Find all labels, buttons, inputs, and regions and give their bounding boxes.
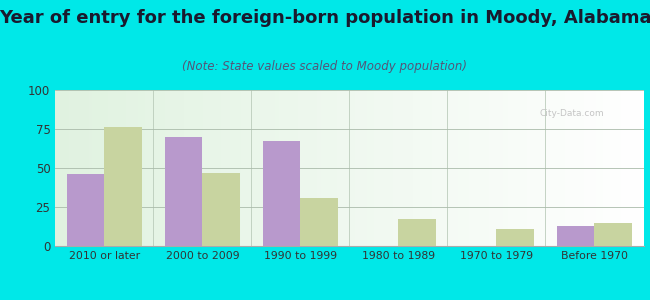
Bar [202, 173, 240, 246]
Legend: Moody, Alabama: Moody, Alabama [259, 298, 440, 300]
Text: Year of entry for the foreign-born population in Moody, Alabama: Year of entry for the foreign-born popul… [0, 9, 650, 27]
Bar [263, 142, 300, 246]
Bar [300, 198, 337, 246]
Bar [497, 229, 534, 246]
Text: (Note: State values scaled to Moody population): (Note: State values scaled to Moody popu… [183, 60, 467, 73]
Text: City-Data.com: City-Data.com [540, 110, 604, 118]
Bar [398, 220, 436, 246]
Bar [104, 128, 142, 246]
Bar [595, 223, 632, 246]
Bar [165, 137, 202, 246]
Bar [67, 174, 104, 246]
Bar [557, 226, 595, 246]
